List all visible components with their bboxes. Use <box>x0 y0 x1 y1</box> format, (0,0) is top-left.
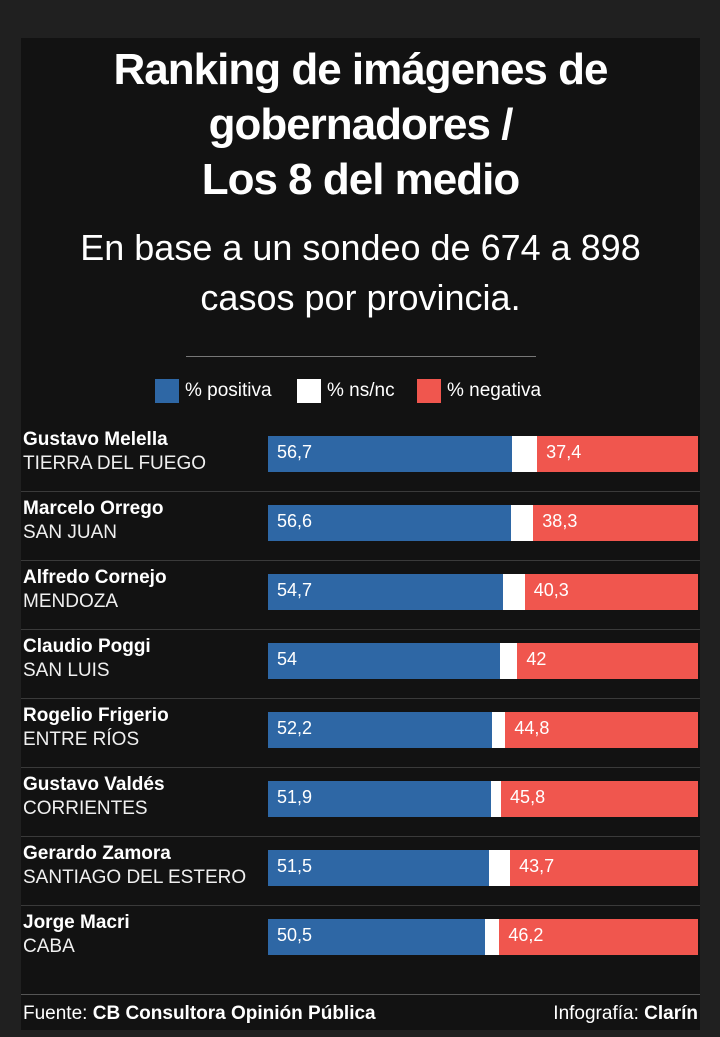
row-separator <box>21 629 700 630</box>
governor-name: Claudio Poggi <box>23 636 151 657</box>
stacked-bar-chart: Gustavo Melella TIERRA DEL FUEGO 56,7 37,4 M… <box>21 38 700 1030</box>
bar-segment-positiva <box>268 919 486 955</box>
source-credit: Fuente: CB Consultora Opinión Pública <box>23 1002 376 1026</box>
bar-value-label: 51,5 <box>277 856 313 876</box>
subtitle-line-1: En base a un sondeo de 674 a 898 <box>80 227 641 268</box>
legend-swatch-positiva <box>155 379 179 403</box>
bar-segment-nsnc <box>511 436 538 472</box>
bar-value-label: 37,4 <box>546 442 582 462</box>
bar-value-label: 54,7 <box>277 580 313 600</box>
bar-segment-nsnc <box>500 643 518 679</box>
province-name: CORRIENTES <box>23 798 148 819</box>
source-name: CB Consultora Opinión Pública <box>92 1003 376 1024</box>
bar-value-label: 54 <box>277 649 298 669</box>
legend-label-negativa: % negativa <box>447 380 542 401</box>
bar-segment-positiva <box>268 781 492 817</box>
governor-name: Gustavo Melella <box>23 429 168 450</box>
bar-segment-negativa <box>524 574 698 610</box>
row-separator <box>21 836 700 837</box>
infographic-panel: Ranking de imágenes de gobernadores / Lo… <box>21 38 700 1030</box>
bar-value-label: 44,8 <box>514 718 550 738</box>
legend-item-positiva: % positiva <box>155 378 272 404</box>
bar-segment-nsnc <box>511 505 534 541</box>
governor-name: Jorge Macri <box>23 912 130 933</box>
province-name: SAN LUIS <box>23 660 110 681</box>
bar-value-label: 40,3 <box>533 580 569 600</box>
bar-value-label: 56,6 <box>277 511 313 531</box>
bar-segment-positiva <box>268 505 512 541</box>
credit-name: Clarín <box>644 1003 698 1024</box>
province-name: TIERRA DEL FUEGO <box>23 453 206 474</box>
bar-segment-negativa <box>533 505 698 541</box>
subtitle-line-2: casos por provincia. <box>200 277 521 318</box>
bar-segment-positiva <box>268 850 490 886</box>
title-line-2: gobernadores / <box>208 100 514 149</box>
legend-label-positiva: % positiva <box>185 380 272 401</box>
title-line-3: Los 8 del medio <box>201 155 521 204</box>
bar-segment-negativa <box>505 712 698 748</box>
province-name: SANTIAGO DEL ESTERO <box>23 867 247 888</box>
bar-segment-nsnc <box>492 712 506 748</box>
source-prefix: Fuente: <box>23 1003 93 1024</box>
row-separator <box>21 560 700 561</box>
legend-item-negativa: % negativa <box>417 378 541 404</box>
bar-value-label: 51,9 <box>277 787 313 807</box>
legend-item-nsnc: % ns/nc <box>297 378 395 404</box>
row-separator <box>21 767 700 768</box>
province-name: SAN JUAN <box>23 522 117 543</box>
bar-value-label: 42 <box>526 649 547 669</box>
province-name: CABA <box>23 936 75 957</box>
footer-divider <box>21 994 700 995</box>
legend-swatch-nsnc <box>297 379 321 403</box>
governor-name: Marcelo Orrego <box>23 498 164 519</box>
title-divider <box>186 356 536 357</box>
bar-segment-nsnc <box>485 919 500 955</box>
bar-segment-positiva <box>268 712 493 748</box>
row-separator <box>21 491 700 492</box>
bar-segment-negativa <box>501 781 698 817</box>
bar-segment-positiva <box>268 574 504 610</box>
province-name: MENDOZA <box>23 591 118 612</box>
title-line-1: Ranking de imágenes de <box>113 45 609 94</box>
bar-value-label: 45,8 <box>510 787 546 807</box>
governor-name: Alfredo Cornejo <box>23 567 167 588</box>
bar-segment-nsnc <box>489 850 511 886</box>
row-separator <box>21 698 700 699</box>
bar-segment-positiva <box>268 643 501 679</box>
governor-name: Gustavo Valdés <box>23 774 165 795</box>
bar-segment-nsnc <box>503 574 525 610</box>
bar-segment-nsnc <box>491 781 502 817</box>
bar-segment-negativa <box>537 436 698 472</box>
bar-value-label: 52,2 <box>277 718 313 738</box>
bar-value-label: 43,7 <box>519 856 555 876</box>
governor-name: Gerardo Zamora <box>23 843 171 864</box>
governor-name: Rogelio Frigerio <box>23 705 169 726</box>
row-separator <box>21 905 700 906</box>
bar-segment-negativa <box>499 919 698 955</box>
bar-value-label: 56,7 <box>277 442 313 462</box>
province-name: ENTRE RÍOS <box>23 729 140 750</box>
legend-label-nsnc: % ns/nc <box>327 380 395 401</box>
infographic-credit: Infografía: Clarín <box>553 1002 698 1026</box>
bar-value-label: 50,5 <box>277 925 313 945</box>
bar-segment-negativa <box>517 643 698 679</box>
bar-segment-positiva <box>268 436 512 472</box>
bar-value-label: 46,2 <box>508 925 544 945</box>
legend-swatch-negativa <box>417 379 441 403</box>
bar-segment-negativa <box>510 850 698 886</box>
credit-prefix: Infografía: <box>553 1003 645 1024</box>
chart-legend: % positiva % ns/nc % negativa <box>21 378 700 404</box>
bar-value-label: 38,3 <box>542 511 578 531</box>
